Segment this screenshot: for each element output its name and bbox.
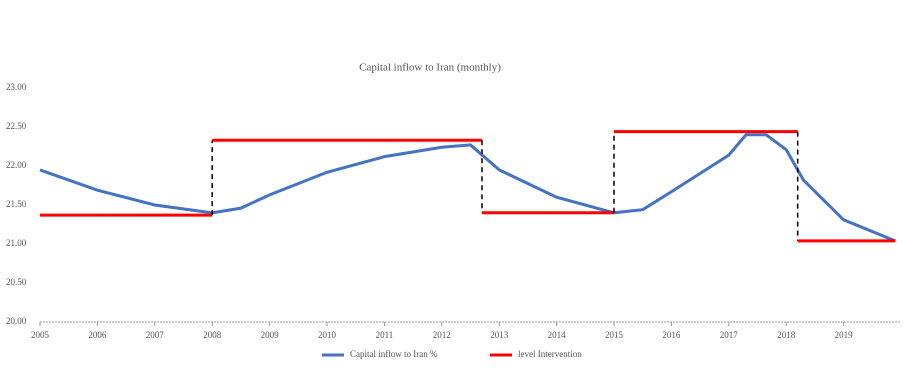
x-tick-label: 2005 bbox=[31, 330, 50, 340]
x-tick-label: 2012 bbox=[433, 330, 451, 340]
y-tick-label: 21.00 bbox=[6, 238, 27, 248]
y-tick-label: 22.50 bbox=[6, 121, 27, 131]
chart-title: Capital inflow to Iran (monthly) bbox=[359, 62, 501, 74]
y-tick-label: 20.50 bbox=[6, 277, 27, 287]
x-tick-label: 2015 bbox=[605, 330, 624, 340]
legend-label: level Intervention bbox=[518, 349, 582, 359]
y-tick-label: 22.00 bbox=[6, 160, 27, 170]
x-tick-label: 2013 bbox=[490, 330, 509, 340]
x-tick-label: 2014 bbox=[548, 330, 567, 340]
x-tick-label: 2006 bbox=[88, 330, 107, 340]
x-tick-label: 2009 bbox=[261, 330, 280, 340]
x-tick-label: 2008 bbox=[203, 330, 222, 340]
legend-label: Capital inflow to Iran % bbox=[350, 349, 438, 359]
x-tick-label: 2017 bbox=[720, 330, 739, 340]
x-tick-label: 2016 bbox=[662, 330, 681, 340]
x-tick-label: 2018 bbox=[777, 330, 796, 340]
x-tick-label: 2011 bbox=[376, 330, 394, 340]
x-tick-label: 2007 bbox=[146, 330, 165, 340]
data-line bbox=[39, 133, 896, 243]
x-tick-label: 2010 bbox=[318, 330, 337, 340]
y-tick-label: 20.00 bbox=[6, 316, 27, 326]
x-tick-label: 2019 bbox=[835, 330, 854, 340]
y-tick-label: 23.00 bbox=[6, 82, 27, 92]
y-tick-label: 21.50 bbox=[6, 199, 27, 209]
